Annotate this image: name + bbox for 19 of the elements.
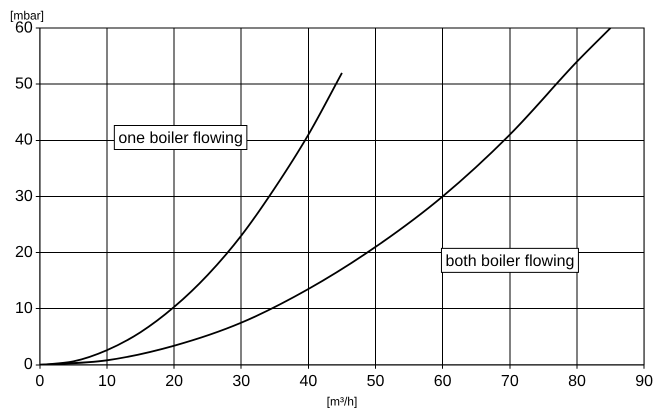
x-tick-label: 0 bbox=[35, 372, 44, 390]
x-tick-label: 30 bbox=[232, 372, 250, 390]
x-tick-label: 20 bbox=[165, 372, 184, 390]
y-tick-label: 10 bbox=[15, 300, 33, 318]
x-tick-label: 80 bbox=[568, 372, 586, 390]
y-tick-label: 30 bbox=[15, 188, 33, 205]
x-axis-title: [m³/h] bbox=[326, 394, 358, 408]
x-tick-label: 10 bbox=[98, 372, 116, 390]
x-tick-label: 50 bbox=[366, 372, 385, 390]
annotation: one boiler flowing bbox=[118, 130, 243, 147]
x-tick-label: 60 bbox=[434, 372, 452, 390]
y-tick-label: 0 bbox=[24, 356, 33, 374]
y-tick-label: 50 bbox=[15, 76, 33, 93]
x-tick-label: 90 bbox=[635, 372, 654, 390]
x-tick-label: 70 bbox=[500, 372, 519, 390]
y-tick-label: 40 bbox=[15, 132, 33, 149]
y-tick-label: 20 bbox=[15, 244, 33, 261]
annotation: both boiler flowing bbox=[445, 252, 574, 270]
x-tick-label: 40 bbox=[299, 372, 318, 390]
